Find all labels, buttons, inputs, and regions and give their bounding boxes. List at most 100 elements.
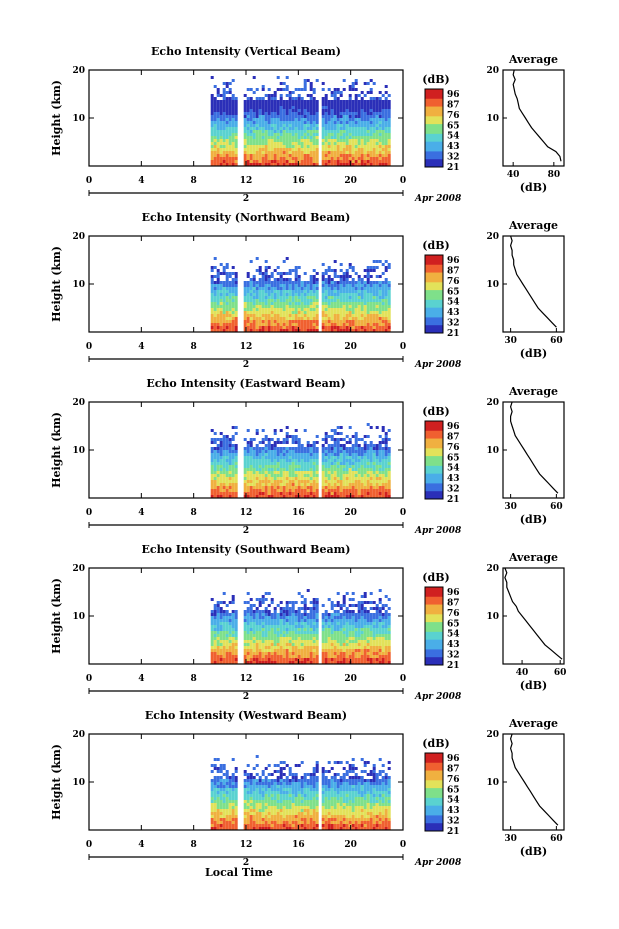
heatmap-cell: [255, 130, 259, 133]
heatmap-cell: [225, 652, 229, 655]
heatmap-cell: [342, 305, 346, 308]
heatmap-cell: [249, 631, 253, 634]
heatmap-cell: [306, 658, 310, 661]
heatmap-cell: [282, 616, 286, 619]
heatmap-cell: [342, 480, 346, 483]
heatmap-cell: [246, 88, 250, 91]
heatmap-cell: [330, 604, 334, 607]
heatmap-cell: [210, 299, 214, 302]
heatmap-cell: [222, 151, 226, 154]
heatmap-cell: [270, 139, 274, 142]
heatmap-cell: [222, 459, 226, 462]
heatmap-cell: [369, 426, 373, 429]
heatmap-cell: [285, 432, 289, 435]
heatmap-cell: [360, 477, 364, 480]
heatmap-cell: [249, 447, 253, 450]
heatmap-cell: [225, 326, 229, 329]
heatmap-cell: [216, 643, 220, 646]
heatmap-cell: [216, 103, 220, 106]
heatmap-cell: [351, 136, 355, 139]
heatmap-cell: [228, 323, 232, 326]
heatmap-cell: [372, 444, 376, 447]
heatmap-cell: [297, 619, 301, 622]
heatmap-cell: [279, 88, 283, 91]
heatmap-cell: [231, 272, 235, 275]
heatmap-cell: [231, 640, 235, 643]
colorbar-segment: [425, 321, 443, 324]
heatmap-cell: [336, 151, 340, 154]
heatmap-cell: [258, 278, 262, 281]
heatmap-cell: [324, 293, 328, 296]
colorbar-segment: [425, 151, 443, 154]
heatmap-cell: [315, 109, 319, 112]
heatmap-cell: [363, 441, 367, 444]
heatmap-cell: [309, 661, 313, 664]
heatmap-cell: [249, 483, 253, 486]
heatmap-cell: [216, 453, 220, 456]
heatmap-cell: [384, 492, 388, 495]
heatmap-cell: [216, 604, 220, 607]
heatmap-cell: [321, 471, 325, 474]
heatmap-cell: [249, 607, 253, 610]
heatmap-cell: [369, 320, 373, 323]
heatmap-cell: [270, 151, 274, 154]
heatmap-cell: [381, 130, 385, 133]
heatmap-cell: [342, 275, 346, 278]
heatmap-cell: [213, 640, 217, 643]
heatmap-cell: [303, 447, 307, 450]
heatmap-cell: [333, 272, 337, 275]
heatmap-cell: [288, 613, 292, 616]
heatmap-cell: [225, 127, 229, 130]
heatmap-cell: [303, 646, 307, 649]
heatmap-cell: [387, 100, 391, 103]
heatmap-cell: [213, 462, 217, 465]
heatmap-cell: [231, 293, 235, 296]
heatmap-cell: [372, 82, 376, 85]
heatmap-cell: [234, 628, 238, 631]
heatmap-cell: [387, 160, 391, 163]
heatmap-cell: [363, 616, 367, 619]
heatmap-cell: [219, 661, 223, 664]
heatmap-cell: [231, 133, 235, 136]
heatmap-cell: [375, 474, 379, 477]
x-tick-label: 4: [138, 176, 144, 186]
heatmap-cell: [261, 450, 265, 453]
heatmap-cell: [282, 100, 286, 103]
heatmap-cell: [309, 311, 313, 314]
heatmap-cell: [228, 281, 232, 284]
heatmap-cell: [363, 133, 367, 136]
heatmap-cell: [360, 112, 364, 115]
heatmap-cell: [297, 438, 301, 441]
heatmap-cell: [219, 118, 223, 121]
heatmap-cell: [354, 88, 358, 91]
heatmap-cell: [375, 148, 379, 151]
heatmap-cell: [255, 628, 259, 631]
heatmap-cell: [339, 284, 343, 287]
heatmap-cell: [282, 148, 286, 151]
heatmap-cell: [258, 447, 262, 450]
heatmap-cell: [306, 281, 310, 284]
heatmap-cell: [255, 453, 259, 456]
heatmap-cell: [252, 323, 256, 326]
heatmap-cell: [228, 622, 232, 625]
heatmap-cell: [387, 471, 391, 474]
heatmap-cell: [216, 323, 220, 326]
heatmap-cell: [291, 154, 295, 157]
heatmap-cell: [375, 492, 379, 495]
heatmap-cell: [228, 275, 232, 278]
heatmap-cell: [300, 447, 304, 450]
heatmap-cell: [303, 160, 307, 163]
heatmap-cell: [270, 154, 274, 157]
heatmap-cell: [321, 133, 325, 136]
heatmap-cell: [378, 157, 382, 160]
heatmap-cell: [339, 652, 343, 655]
heatmap-cell: [333, 456, 337, 459]
heatmap-cell: [357, 100, 361, 103]
heatmap-cell: [342, 492, 346, 495]
avg-xlabel: (dB): [520, 513, 547, 526]
heatmap-cell: [243, 637, 247, 640]
heatmap-cell: [243, 326, 247, 329]
heatmap-cell: [315, 103, 319, 106]
heatmap-cell: [219, 157, 223, 160]
heatmap-cell: [213, 329, 217, 332]
